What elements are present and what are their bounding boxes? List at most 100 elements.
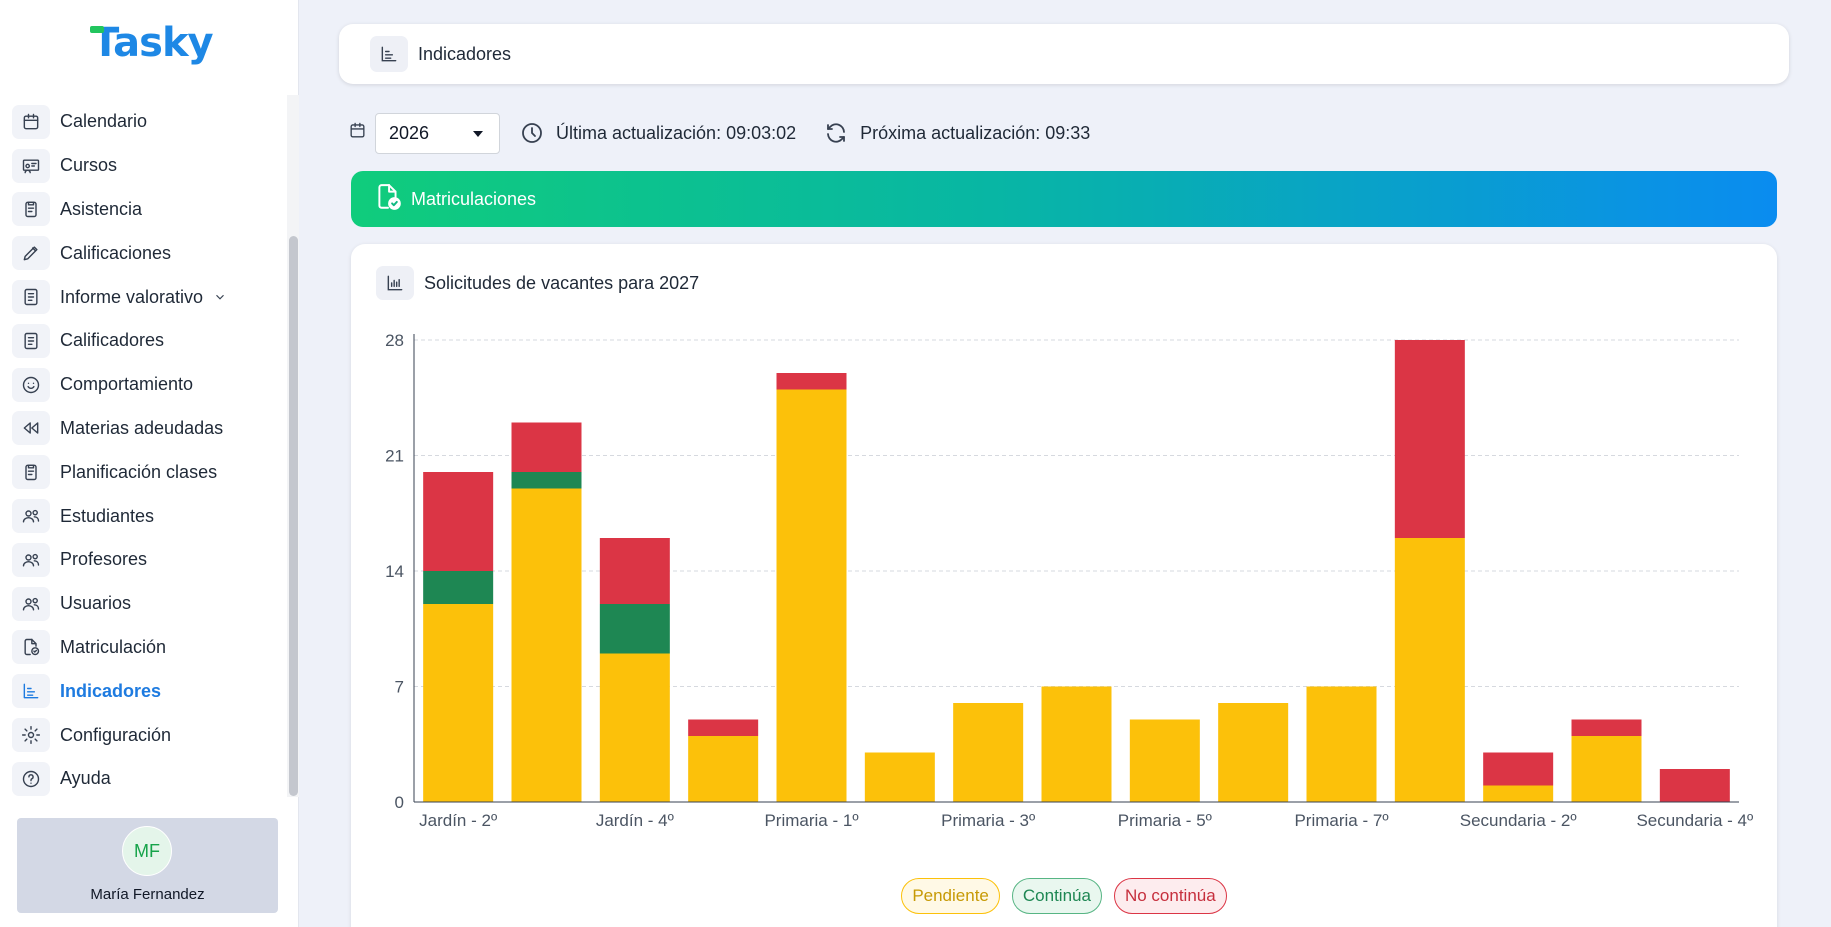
clock-icon: [520, 121, 544, 145]
refresh-icon[interactable]: [824, 121, 848, 145]
sidebar-scrollbar-thumb[interactable]: [289, 236, 298, 796]
sidebar-item-label: Planificación clases: [60, 461, 218, 482]
chart-icon: [370, 36, 408, 72]
report-icon: [12, 280, 50, 315]
calendar-icon: [12, 104, 50, 139]
sidebar-item-label: Asistencia: [60, 198, 143, 219]
bar-segment: [599, 538, 670, 604]
sidebar-item-usuarios[interactable]: Usuarios: [0, 582, 286, 626]
bar-segment: [1218, 703, 1289, 802]
chart-header: Solicitudes de vacantes para 2027: [376, 266, 699, 300]
sidebar-item-indicadores[interactable]: Indicadores: [0, 669, 286, 713]
bar-segment: [1394, 340, 1465, 538]
report-icon: [12, 323, 50, 358]
file-check-icon: [375, 183, 401, 216]
sidebar-item-label: Calendario: [60, 111, 148, 132]
x-tick-label: Primaria - 5º: [1118, 811, 1212, 830]
sidebar-item-label: Cursos: [60, 155, 118, 176]
sidebar-item-asistencia[interactable]: Asistencia: [0, 188, 286, 232]
bar-segment: [1483, 785, 1554, 802]
sidebar-item-configuracion[interactable]: Configuración: [0, 713, 286, 757]
sidebar-item-calendario[interactable]: Calendario: [0, 100, 286, 144]
sidebar-item-estudiantes[interactable]: Estudiantes: [0, 494, 286, 538]
sidebar-item-profesores[interactable]: Profesores: [0, 538, 286, 582]
bar-segment: [423, 604, 494, 802]
section-title: Matriculaciones: [411, 188, 537, 209]
sidebar-item-label: Configuración: [60, 724, 172, 745]
sidebar-item-label: Calificaciones: [60, 242, 172, 263]
sidebar: Tasky Calendario Cursos Asistencia Califica…: [0, 0, 299, 927]
chart-legend: Pendiente Continúa No continúa: [351, 878, 1777, 914]
year-select-value: 2026: [389, 122, 430, 143]
bar-chart-icon: [376, 266, 414, 300]
x-tick-label: Jardín - 2º: [419, 811, 497, 830]
x-tick-label: Primaria - 3º: [941, 811, 1035, 830]
legend-item[interactable]: No continúa: [1113, 878, 1227, 914]
rewind-icon: [12, 411, 50, 446]
gear-icon: [12, 718, 50, 753]
y-tick-label: 14: [385, 562, 404, 581]
sidebar-item-label: Estudiantes: [60, 505, 155, 526]
x-tick-label: Primaria - 1º: [764, 811, 858, 830]
bar-segment: [511, 472, 582, 489]
bar-segment: [599, 604, 670, 654]
sidebar-item-label: Ayuda: [60, 768, 111, 789]
y-tick-label: 21: [385, 447, 404, 466]
calendar-icon: [348, 121, 367, 145]
bar-segment: [1483, 752, 1554, 786]
bar-segment: [1129, 719, 1200, 802]
legend-item[interactable]: Pendiente: [901, 878, 1000, 914]
page-header: Indicadores: [339, 24, 1789, 84]
chevron-down-icon[interactable]: [213, 290, 227, 304]
sidebar-item-matriculacion[interactable]: Matriculación: [0, 626, 286, 670]
sidebar-item-label: Profesores: [60, 549, 148, 570]
sidebar-item-calificaciones[interactable]: Calificaciones: [0, 231, 286, 275]
sidebar-nav: Calendario Cursos Asistencia Calificaciones…: [0, 100, 286, 801]
bar-segment: [953, 703, 1024, 802]
file-check-icon: [12, 630, 50, 665]
user-card[interactable]: MF María Fernandez: [17, 818, 278, 913]
year-select[interactable]: 2026: [375, 112, 500, 154]
sidebar-item-calificadores[interactable]: Calificadores: [0, 319, 286, 363]
stacked-bar-chart: 0 7 14 21 28 Jardín - 2º Jardín - 4º Primaria -…: [385, 331, 1753, 830]
users-icon: [12, 586, 50, 621]
sidebar-item-materias-adeudadas[interactable]: Materias adeudadas: [0, 407, 286, 451]
x-tick-label: Primaria - 7º: [1294, 811, 1388, 830]
users-icon: [12, 542, 50, 577]
bar-segment: [1571, 719, 1642, 736]
sidebar-item-planificacion-clases[interactable]: Planificación clases: [0, 450, 286, 494]
bar-segment: [1571, 736, 1642, 802]
bar-segment: [776, 389, 847, 802]
sidebar-item-informe-valorativo[interactable]: Informe valorativo: [0, 275, 286, 319]
chart-icon: [12, 674, 50, 709]
bar-segment: [1394, 538, 1465, 802]
tasky-logo[interactable]: Tasky: [92, 20, 214, 66]
smile-icon: [12, 367, 50, 402]
update-controls: 2026 Última actualización: 09:03:02 Próx…: [348, 112, 1090, 154]
bar-segment: [1041, 686, 1112, 802]
bar-segment: [688, 736, 759, 802]
sidebar-item-ayuda[interactable]: Ayuda: [0, 757, 286, 801]
x-tick-label: Jardín - 4º: [596, 811, 674, 830]
caret-down-icon: [473, 130, 483, 137]
y-tick-label: 7: [395, 678, 404, 697]
sidebar-item-label: Matriculación: [60, 636, 167, 657]
sidebar-item-comportamiento[interactable]: Comportamiento: [0, 363, 286, 407]
pencil-icon: [12, 236, 50, 271]
bar-segment: [776, 373, 847, 390]
sidebar-item-cursos[interactable]: Cursos: [0, 144, 286, 188]
x-tick-label: Secundaria - 2º: [1460, 811, 1577, 830]
bar-segment: [599, 653, 670, 802]
user-name: María Fernandez: [90, 886, 205, 903]
bar-segment: [423, 571, 494, 604]
bar-segment: [864, 752, 935, 802]
next-update-text: Próxima actualización: 09:33: [860, 122, 1091, 143]
legend-item[interactable]: Continúa: [1011, 878, 1102, 914]
bar-segment: [1659, 769, 1730, 802]
bar-segment: [511, 488, 582, 802]
course-icon: [12, 148, 50, 183]
sidebar-item-label: Informe valorativo: [60, 286, 204, 307]
y-tick-label: 0: [395, 793, 404, 812]
y-tick-label: 28: [385, 331, 404, 350]
help-icon: [12, 761, 50, 796]
